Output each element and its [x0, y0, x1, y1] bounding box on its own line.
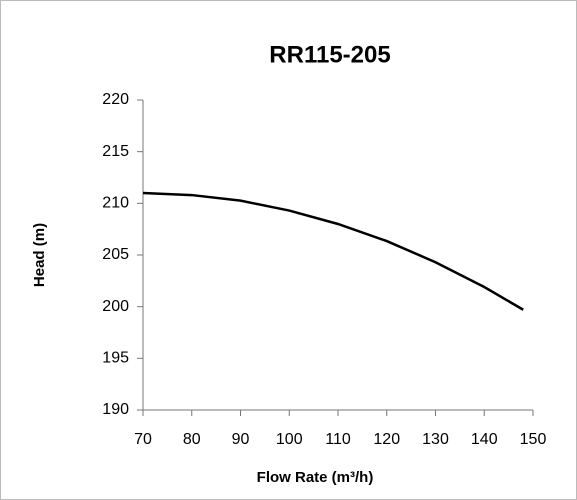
x-tick-label: 150 [520, 431, 547, 448]
y-tick-label: 210 [102, 195, 129, 212]
y-tick-label: 205 [102, 246, 129, 263]
line-series [142, 191, 524, 311]
x-tick-label: 120 [373, 431, 400, 448]
x-tick-label: 70 [134, 431, 152, 448]
y-tick-label: 220 [102, 91, 129, 108]
x-tick-label: 110 [325, 431, 351, 448]
y-tick-label: 215 [102, 143, 129, 160]
x-tick-label: 140 [471, 431, 498, 448]
x-tick-label: 100 [276, 431, 303, 448]
chart-title: RR115-205 [269, 41, 390, 68]
x-tick-label: 130 [422, 431, 449, 448]
y-axis-title: Head (m) [31, 223, 48, 287]
x-tick-label: 80 [183, 431, 201, 448]
y-tick-label: 190 [102, 401, 129, 418]
y-tick-label: 195 [102, 350, 129, 367]
y-tick-label: 200 [102, 298, 129, 315]
x-axis-title: Flow Rate (m³/h) [257, 469, 374, 486]
x-tick-label: 90 [232, 431, 250, 448]
